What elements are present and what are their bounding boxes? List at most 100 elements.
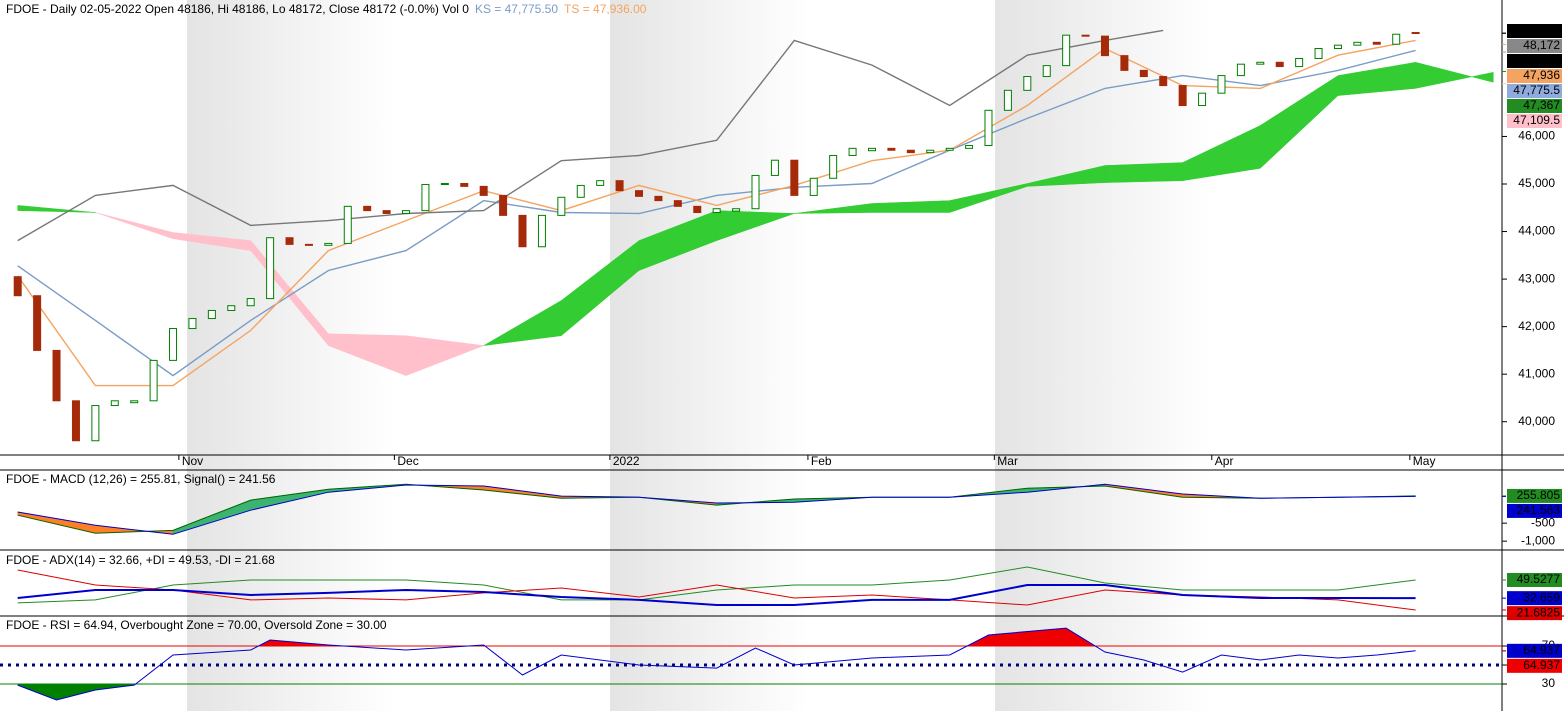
- candle: [110, 400, 119, 407]
- candle: [1100, 35, 1109, 57]
- candle: [673, 200, 682, 207]
- indicator-line: [17, 29, 1164, 242]
- y-tick-label: 43,000: [1518, 271, 1555, 285]
- candle: [1023, 76, 1032, 91]
- candle: [33, 295, 42, 351]
- price-label: 47,775.5: [1513, 83, 1560, 97]
- x-tick-label: Feb: [811, 454, 832, 468]
- candle: [537, 214, 546, 248]
- panel-title-text: FDOE - RSI = 64.94, Overbought Zone = 70…: [6, 618, 387, 632]
- price-label: 255.805: [1517, 488, 1561, 502]
- candle: [790, 159, 799, 196]
- price-label: 21.6825: [1517, 605, 1561, 619]
- price-label-box: [1507, 643, 1562, 658]
- candle: [1178, 85, 1187, 107]
- candle: [130, 400, 139, 404]
- candle: [382, 210, 391, 214]
- panel-title-text: FDOE - MACD (12,26) = 255.81, Signal() =…: [6, 472, 276, 486]
- y-tick-label: 41,000: [1518, 366, 1555, 380]
- price-label-box: [1507, 591, 1562, 606]
- candle: [421, 183, 430, 212]
- panel-title: FDOE - ADX(14) = 32.66, +DI = 49.53, -DI…: [6, 553, 275, 567]
- cloud: [1415, 61, 1494, 89]
- candle: [1411, 32, 1420, 35]
- candle: [1372, 41, 1381, 45]
- candle: [460, 183, 469, 187]
- overbought-area: [258, 628, 1096, 647]
- candle: [1139, 69, 1148, 78]
- candle: [1062, 34, 1071, 67]
- candle: [712, 208, 721, 214]
- candle: [654, 195, 663, 202]
- candle: [984, 109, 993, 146]
- candle: [285, 237, 294, 245]
- cloud: [405, 335, 484, 376]
- y-tick-label: 42,000: [1518, 319, 1555, 333]
- price-label-box: [1507, 69, 1562, 83]
- price-label: 48,172: [1523, 53, 1560, 67]
- candle: [576, 184, 585, 198]
- price-label: 49.5277: [1517, 572, 1561, 586]
- candle: [363, 205, 372, 212]
- candle: [246, 298, 255, 307]
- candle: [965, 144, 974, 149]
- candle: [343, 205, 352, 244]
- candle: [1003, 89, 1012, 111]
- price-label-box: [1507, 572, 1562, 587]
- candle: [732, 208, 741, 212]
- y-tick-label: 30: [1542, 676, 1556, 690]
- candle: [52, 349, 61, 402]
- candle: [557, 196, 566, 216]
- candle: [169, 328, 178, 361]
- price-label: 48,172: [1523, 23, 1560, 37]
- price-label: 64.937: [1523, 658, 1560, 672]
- candle: [13, 276, 22, 297]
- candle: [1392, 33, 1401, 45]
- legend-entry: TS = 47,936.00: [564, 2, 647, 16]
- candle: [1198, 92, 1207, 107]
- adx-line: [17, 566, 1416, 604]
- price-label: 48,172: [1523, 38, 1560, 52]
- price-label: 32.659: [1523, 590, 1560, 604]
- price-label-box: [1507, 503, 1562, 518]
- candle: [906, 149, 915, 154]
- candle: [596, 180, 605, 186]
- macd-line: [17, 483, 1416, 534]
- candle: [91, 405, 100, 442]
- price-label: 64.937: [1523, 643, 1560, 657]
- candle: [635, 190, 644, 197]
- candle: [1236, 63, 1245, 77]
- price-label-box: [1507, 24, 1562, 38]
- candle: [1120, 55, 1129, 71]
- price-label: 47,936: [1523, 68, 1560, 82]
- price-label-box: [1507, 84, 1562, 98]
- y-tick-label: 40,000: [1518, 414, 1555, 428]
- candle: [770, 159, 779, 176]
- panel-title: FDOE - RSI = 64.94, Overbought Zone = 70…: [6, 618, 387, 632]
- x-tick-label: May: [1413, 454, 1436, 468]
- price-label-box: [1507, 114, 1562, 128]
- candle: [1042, 65, 1051, 78]
- candle: [518, 214, 527, 248]
- x-tick-label: Mar: [997, 454, 1018, 468]
- candle: [207, 309, 216, 320]
- candle: [440, 183, 449, 186]
- candle: [1081, 34, 1090, 37]
- candle: [926, 149, 935, 154]
- x-tick-label: 2022: [613, 454, 640, 468]
- y-tick-label: 45,000: [1518, 176, 1555, 190]
- candle: [324, 242, 333, 246]
- y-tick-label: -500: [1531, 515, 1555, 529]
- adx-line: [17, 584, 1416, 606]
- price-label: 47,367: [1523, 98, 1560, 112]
- indicator-line: [17, 49, 1416, 377]
- x-tick-label: Nov: [182, 454, 203, 468]
- candle: [71, 400, 80, 442]
- price-label-box: [1507, 606, 1562, 621]
- cloud: [17, 205, 96, 213]
- candle: [304, 243, 313, 246]
- candle: [188, 318, 197, 330]
- panel-title: FDOE - MACD (12,26) = 255.81, Signal() =…: [6, 472, 276, 486]
- candle: [1159, 76, 1168, 87]
